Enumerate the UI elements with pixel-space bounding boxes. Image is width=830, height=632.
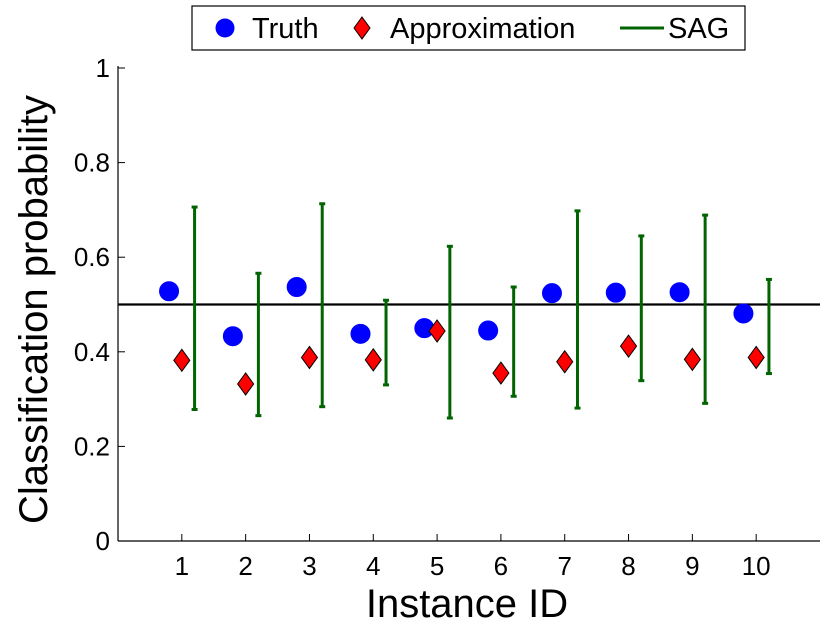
x-tick-label: 9: [685, 551, 699, 581]
legend: Truth Approximation SAG: [191, 5, 746, 51]
x-tick-label: 2: [238, 551, 252, 581]
approximation-point: [492, 361, 510, 385]
axis-labels: 0 0.2 0.4 0.6 0.8 1 1 2 3 4 5 6 7 8 9 10 Instance ID Clas…: [12, 53, 771, 626]
approximation-point: [237, 372, 255, 396]
legend-approximation-label: Approximation: [390, 13, 575, 45]
legend-sag-label: SAG: [668, 13, 729, 45]
x-tick-label: 4: [366, 551, 380, 581]
approximation-point: [619, 334, 638, 358]
approximation-point: [683, 347, 701, 372]
y-tick-label: 0.6: [74, 242, 110, 272]
approximation-point: [300, 345, 319, 370]
y-tick-label: 0.2: [74, 431, 110, 461]
legend-truth-marker: [215, 18, 235, 38]
x-tick-label: 6: [494, 551, 508, 581]
truth-point: [286, 276, 307, 297]
y-axis-title: Classification probability: [12, 95, 56, 524]
approximation-point: [428, 319, 446, 343]
truth-point: [541, 283, 562, 304]
truth-point: [669, 282, 690, 303]
truth-point: [350, 323, 371, 344]
truth-point: [605, 282, 626, 303]
truth-point: [733, 303, 754, 324]
plot-area: [117, 66, 820, 542]
x-axis-title: Instance ID: [366, 582, 568, 626]
approximation-point: [556, 349, 574, 374]
x-tick-label: 7: [557, 551, 571, 581]
x-tick-label: 5: [430, 551, 444, 581]
truth-point: [159, 281, 180, 302]
x-tick-label: 3: [302, 551, 316, 581]
x-tick-label: 10: [742, 551, 771, 581]
x-tick-label: 8: [621, 551, 635, 581]
y-tick-label: 0.8: [74, 148, 110, 178]
x-tick-label: 1: [175, 551, 189, 581]
legend-truth-label: Truth: [252, 13, 319, 45]
truth-point: [222, 326, 243, 347]
legend-approximation-marker: [353, 16, 371, 40]
approximation-point: [747, 345, 765, 370]
y-tick-label: 0.4: [74, 337, 110, 367]
y-tick-label: 0: [96, 526, 110, 556]
y-tick-label: 1: [96, 53, 110, 83]
approximation-point: [364, 347, 382, 372]
approximation-point: [173, 348, 191, 373]
truth-point: [478, 320, 499, 341]
